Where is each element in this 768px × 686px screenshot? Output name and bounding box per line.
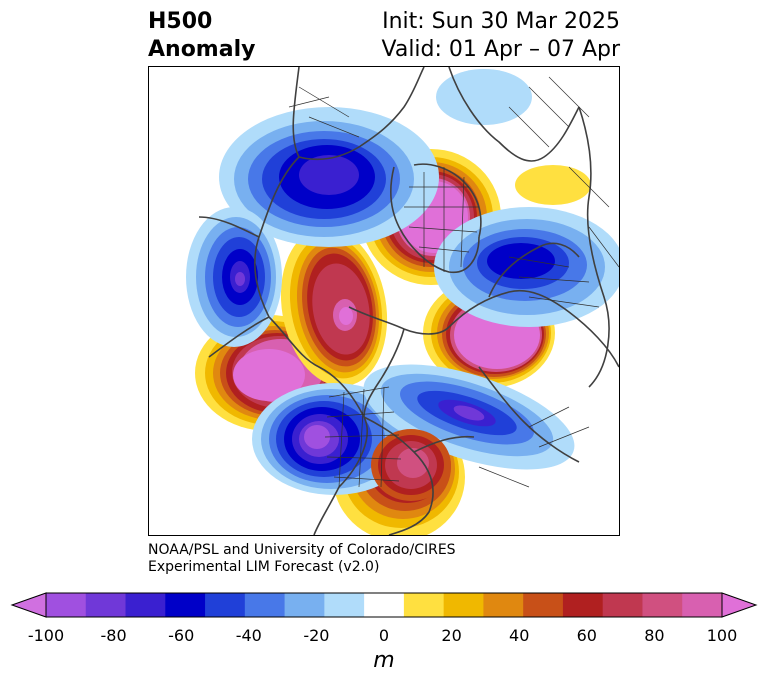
colorbar-tick-label: 60 <box>576 626 597 645</box>
colorbar-tick-label: 100 <box>706 626 738 645</box>
colorbar-tick-label: -80 <box>100 626 127 645</box>
colorbar-swatch <box>165 593 206 617</box>
anomaly-map-svg <box>186 67 619 535</box>
colorbar <box>10 592 758 618</box>
colorbar-tick-label: -100 <box>27 626 65 645</box>
colorbar-swatch <box>602 593 643 617</box>
colorbar-swatch <box>682 593 723 617</box>
colorbar-frame <box>45 592 723 618</box>
credit-line-2: Experimental LIM Forecast (v2.0) <box>148 559 380 575</box>
negative-anomaly-north-atlantic <box>219 107 439 247</box>
colorbar-swatch <box>46 593 87 617</box>
colorbar-tick-label: 0 <box>378 626 390 645</box>
colorbar-tick-label: 80 <box>644 626 665 645</box>
colorbar-tick-label: -60 <box>168 626 195 645</box>
anomaly-map <box>148 66 620 536</box>
colorbar-swatch <box>642 593 683 617</box>
negative-anomaly-arctic-top <box>436 69 532 125</box>
colorbar-swatch <box>403 593 445 617</box>
plot-title-left: H500 Anomaly <box>148 8 255 64</box>
positive-anomaly-eurasia-small <box>515 165 591 205</box>
colorbar-swatch <box>443 593 484 617</box>
colorbar-swatch <box>523 593 564 617</box>
colorbar-swatch <box>85 593 127 617</box>
title-field: Anomaly <box>148 37 256 62</box>
colorbar-tick-label: -40 <box>235 626 262 645</box>
coastlines <box>198 67 619 535</box>
colorbar-unit-label: m <box>373 648 395 673</box>
negative-anomaly-east-asia <box>363 364 575 470</box>
negative-anomaly-north-pacific-west <box>186 207 282 347</box>
colorbar-tick-label: 40 <box>509 626 530 645</box>
colorbar-swatch <box>562 593 604 617</box>
title-variable: H500 <box>148 9 213 34</box>
colorbar-extend-min <box>10 592 47 618</box>
colorbar-swatch <box>244 593 286 617</box>
colorbar-swatch <box>125 593 166 617</box>
colorbar-tick-label: -20 <box>303 626 330 645</box>
colorbar-swatch <box>284 593 325 617</box>
colorbar-swatch <box>364 593 405 617</box>
colorbar-swatch <box>205 593 246 617</box>
colorbar-swatch <box>483 593 524 617</box>
plot-title-right: Init: Sun 30 Mar 2025 Valid: 01 Apr – 07… <box>382 8 621 64</box>
credit-line-1: NOAA/PSL and University of Colorado/CIRE… <box>148 542 456 558</box>
positive-anomaly-alaska <box>280 227 388 387</box>
valid-period: Valid: 01 Apr – 07 Apr <box>381 37 621 62</box>
colorbar-swatch <box>324 593 365 617</box>
colorbar-tick-label: 20 <box>441 626 462 645</box>
credit-text: NOAA/PSL and University of Colorado/CIRE… <box>148 542 456 576</box>
init-date: Init: Sun 30 Mar 2025 <box>382 9 620 34</box>
negative-anomaly-europe <box>434 207 619 327</box>
political-boundaries <box>288 76 619 488</box>
positive-anomaly-eastern-us-top <box>371 429 451 501</box>
colorbar-extend-max <box>721 592 758 618</box>
